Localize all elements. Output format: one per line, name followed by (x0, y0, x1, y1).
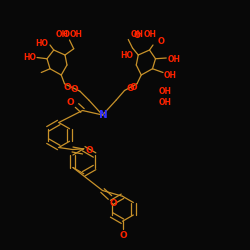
Text: O: O (133, 30, 140, 40)
Text: O: O (119, 230, 127, 239)
Text: N: N (100, 110, 108, 120)
Text: OH: OH (70, 30, 83, 39)
Text: OH: OH (164, 70, 176, 80)
Text: O: O (110, 198, 118, 207)
Text: O: O (130, 83, 138, 92)
Text: HO: HO (120, 51, 134, 60)
Text: OH: OH (144, 30, 156, 39)
Text: O: O (63, 83, 71, 92)
Text: O: O (86, 146, 94, 155)
Text: OH: OH (158, 87, 172, 96)
Text: O: O (71, 85, 78, 94)
Text: HO: HO (23, 54, 36, 62)
Text: O: O (126, 84, 134, 93)
Text: O: O (66, 98, 74, 107)
Text: OH: OH (56, 30, 69, 39)
Text: OH: OH (158, 98, 172, 107)
Text: OH: OH (167, 55, 180, 64)
Text: O: O (63, 30, 70, 39)
Text: O: O (158, 37, 165, 46)
Text: HO: HO (36, 38, 49, 48)
Text: OH: OH (130, 30, 143, 39)
